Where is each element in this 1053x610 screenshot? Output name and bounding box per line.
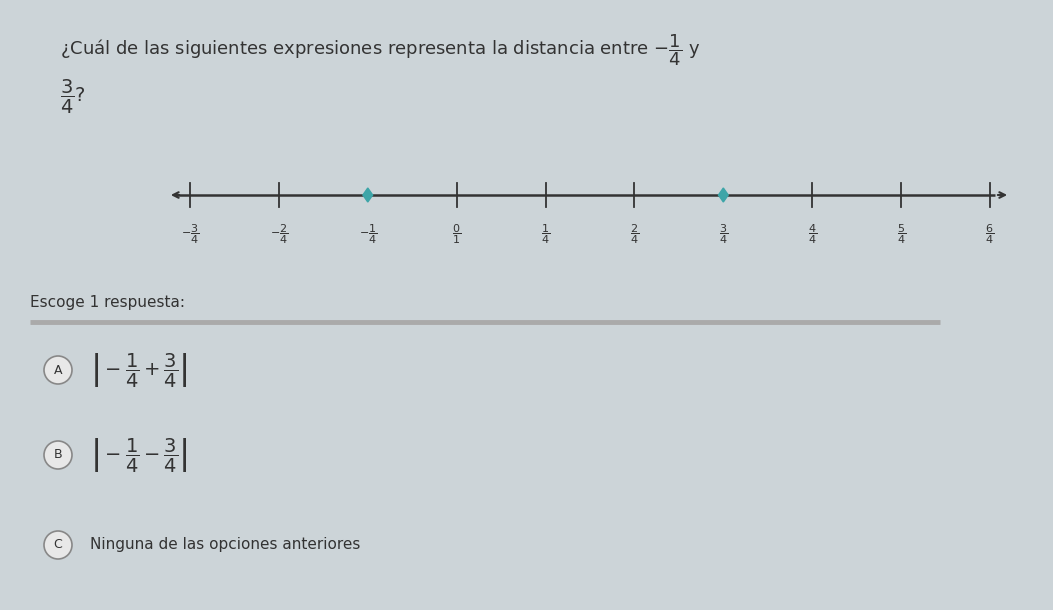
Text: B: B [54, 448, 62, 462]
Text: $-\dfrac{3}{4}$: $-\dfrac{3}{4}$ [181, 223, 199, 246]
Polygon shape [718, 188, 729, 202]
Text: ¿Cuál de las siguientes expresiones representa la distancia entre $-\dfrac{1}{4}: ¿Cuál de las siguientes expresiones repr… [60, 32, 700, 68]
Circle shape [44, 531, 72, 559]
Text: $-\dfrac{2}{4}$: $-\dfrac{2}{4}$ [270, 223, 289, 246]
Text: $\dfrac{0}{1}$: $\dfrac{0}{1}$ [452, 223, 461, 246]
Text: C: C [54, 539, 62, 551]
Text: $\dfrac{4}{4}$: $\dfrac{4}{4}$ [808, 223, 817, 246]
Text: $\left|-\dfrac{1}{4}-\dfrac{3}{4}\right|$: $\left|-\dfrac{1}{4}-\dfrac{3}{4}\right|… [90, 437, 187, 475]
Text: $\dfrac{5}{4}$: $\dfrac{5}{4}$ [896, 223, 906, 246]
Text: $\dfrac{1}{4}$: $\dfrac{1}{4}$ [541, 223, 550, 246]
Text: $\dfrac{2}{4}$: $\dfrac{2}{4}$ [630, 223, 639, 246]
Text: $\dfrac{6}{4}$: $\dfrac{6}{4}$ [986, 223, 994, 246]
Circle shape [44, 441, 72, 469]
Text: A: A [54, 364, 62, 376]
Circle shape [44, 356, 72, 384]
Text: $-\dfrac{1}{4}$: $-\dfrac{1}{4}$ [359, 223, 377, 246]
Text: Escoge 1 respuesta:: Escoge 1 respuesta: [29, 295, 185, 310]
Polygon shape [363, 188, 373, 202]
Text: $\dfrac{3}{4}$: $\dfrac{3}{4}$ [719, 223, 728, 246]
Text: $\dfrac{3}{4}$?: $\dfrac{3}{4}$? [60, 78, 86, 116]
Text: $\left|-\dfrac{1}{4}+\dfrac{3}{4}\right|$: $\left|-\dfrac{1}{4}+\dfrac{3}{4}\right|… [90, 352, 187, 390]
Text: Ninguna de las opciones anteriores: Ninguna de las opciones anteriores [90, 537, 360, 553]
